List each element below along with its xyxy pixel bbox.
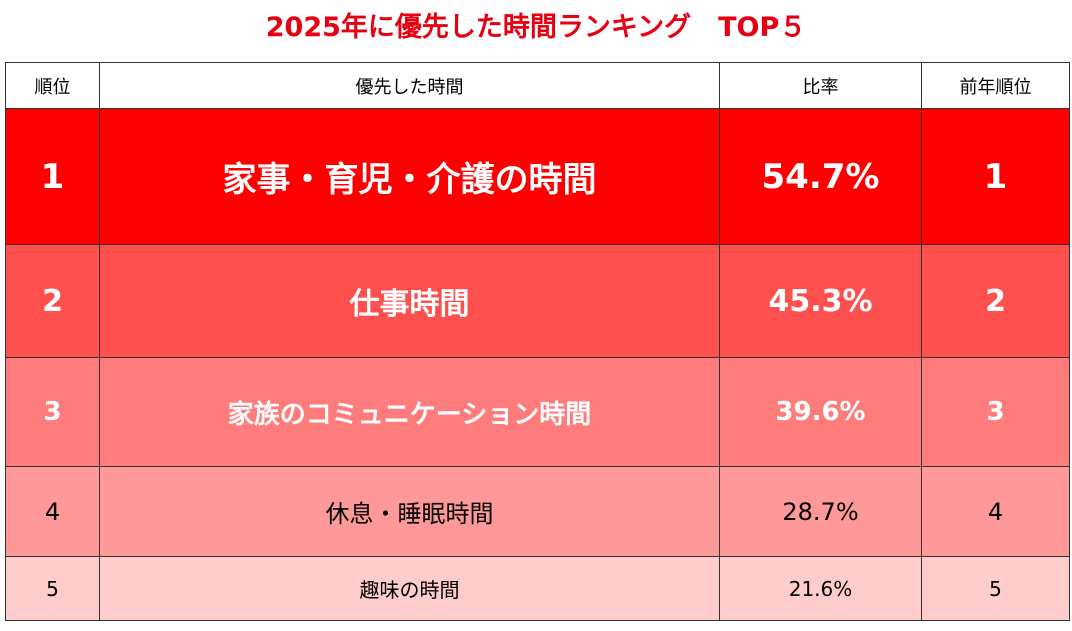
- prev-rank-cell: 2: [921, 244, 1070, 358]
- prev-rank-cell: 1: [921, 108, 1070, 245]
- rank-cell: 5: [5, 556, 100, 621]
- prev-rank-cell: 前年順位: [921, 62, 1070, 109]
- item-cell: 家族のコミュニケーション時間: [99, 357, 720, 467]
- prev-rank-cell: 3: [921, 357, 1070, 467]
- ratio-cell: 54.7%: [719, 108, 922, 245]
- ratio-cell: 比率: [719, 62, 922, 109]
- rank-cell: 3: [5, 357, 100, 467]
- ratio-cell: 39.6%: [719, 357, 922, 467]
- ranking-table: 順位 優先した時間 比率 前年順位 1 家事・育児・介護の時間 54.7% 1 2 仕事時間 45.…: [5, 62, 1070, 621]
- table-row: 1 家事・育児・介護の時間 54.7% 1: [5, 108, 1070, 245]
- title: 2025年に優先した時間ランキング TOP５: [265, 12, 807, 43]
- rank-cell: 4: [5, 466, 100, 557]
- ratio-cell: 21.6%: [719, 556, 922, 621]
- table-row: 5 趣味の時間 21.6% 5: [5, 556, 1070, 621]
- item-cell: 趣味の時間: [99, 556, 720, 621]
- ratio-cell: 45.3%: [719, 244, 922, 358]
- item-cell: 仕事時間: [99, 244, 720, 358]
- prev-rank-cell: 4: [921, 466, 1070, 557]
- prev-rank-cell: 5: [921, 556, 1070, 621]
- ratio-cell: 28.7%: [719, 466, 922, 557]
- rank-cell: 2: [5, 244, 100, 358]
- table-row: 3 家族のコミュニケーション時間 39.6% 3: [5, 357, 1070, 467]
- table-body: 順位 優先した時間 比率 前年順位 1 家事・育児・介護の時間 54.7% 1 2 仕事時間 45.…: [5, 62, 1070, 621]
- table-row: 2 仕事時間 45.3% 2: [5, 244, 1070, 358]
- item-cell: 休息・睡眠時間: [99, 466, 720, 557]
- table-row: 4 休息・睡眠時間 28.7% 4: [5, 466, 1070, 557]
- item-cell: 優先した時間: [99, 62, 720, 109]
- item-cell: 家事・育児・介護の時間: [99, 108, 720, 245]
- rank-cell: 順位: [5, 62, 100, 109]
- table-row: 順位 優先した時間 比率 前年順位: [5, 62, 1070, 109]
- rank-cell: 1: [5, 108, 100, 245]
